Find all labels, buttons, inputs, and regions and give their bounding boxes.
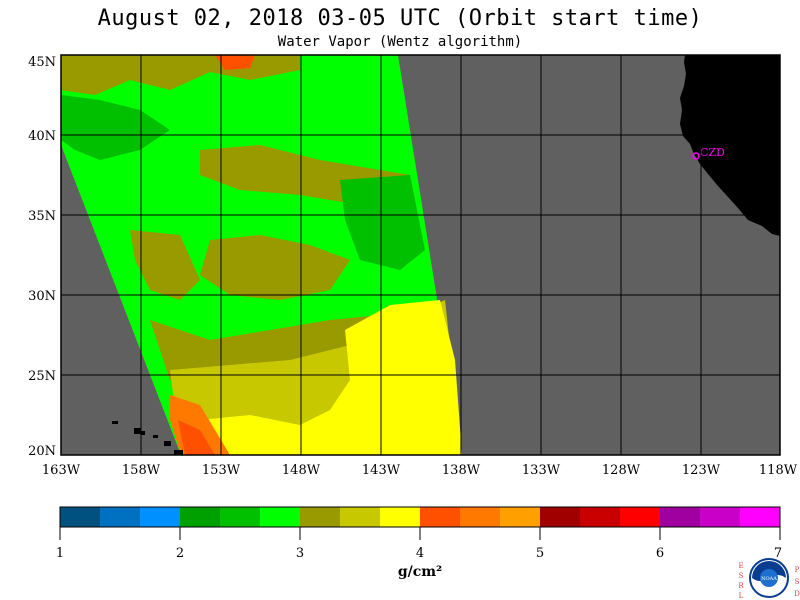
lon-label-163w: 163W <box>42 463 81 478</box>
lat-label-35n: 35N <box>28 209 56 224</box>
logo-left-letter-r: R <box>738 582 744 590</box>
colorbar-tick-1: 1 <box>56 546 64 561</box>
colorbar-swatch-9 <box>380 507 421 527</box>
colorbar-swatch-14 <box>580 507 621 527</box>
latitude-labels: 45N 40N 35N 30N 25N 20N <box>28 55 56 459</box>
lon-label-158w: 158W <box>122 463 161 478</box>
lat-label-20n: 20N <box>28 444 56 459</box>
colorbar-swatches <box>60 507 781 527</box>
hawaiian-islands <box>112 421 183 455</box>
swath-band-dark-green <box>61 95 170 160</box>
longitude-labels: 163W 158W 153W 148W 143W 138W 133W 128W … <box>42 463 798 478</box>
station-marker-icon <box>692 152 700 160</box>
colorbar-tick-6: 6 <box>656 546 664 561</box>
lon-label-133w: 133W <box>522 463 561 478</box>
colorbar-tick-4: 4 <box>416 546 424 561</box>
colorbar-tick-labels: 1 2 3 4 5 6 7 <box>56 546 782 561</box>
colorbar-swatch-1 <box>60 507 101 527</box>
swath-band-yellow-southwest <box>200 415 300 455</box>
map-frame <box>60 54 781 456</box>
lon-label-143w: 143W <box>362 463 401 478</box>
colorbar-swatch-18 <box>740 507 781 527</box>
colorbar-tick-5: 5 <box>536 546 544 561</box>
logo-left-letter-e: E <box>738 562 743 570</box>
lat-label-25n: 25N <box>28 369 56 384</box>
colorbar-swatch-2 <box>100 507 141 527</box>
land-north-america <box>680 55 780 236</box>
colorbar-tick-7: 7 <box>774 546 782 561</box>
lon-label-128w: 128W <box>602 463 641 478</box>
colorbar-swatch-6 <box>260 507 301 527</box>
lon-label-118w: 118W <box>759 463 798 478</box>
station-label: CZD <box>700 146 725 159</box>
colorbar-swatch-8 <box>340 507 381 527</box>
swath-band-orange-patch <box>215 55 255 70</box>
lon-label-123w: 123W <box>682 463 721 478</box>
lat-label-40n: 40N <box>28 129 56 144</box>
colorbar-swatch-16 <box>660 507 701 527</box>
colorbar-swatch-12 <box>500 507 541 527</box>
page-subtitle: Water Vapor (Wentz algorithm) <box>277 34 523 50</box>
logo-right-letter-d: D <box>794 590 800 598</box>
colorbar-tick-2: 2 <box>176 546 184 561</box>
colorbar-unit: g/cm² <box>398 564 442 580</box>
colorbar-ticks <box>59 527 781 540</box>
colorbar-swatch-15 <box>620 507 661 527</box>
colorbar-swatch-13 <box>540 507 581 527</box>
noaa-emblem-text: NOAA <box>761 576 777 582</box>
colorbar-tick-3: 3 <box>296 546 304 561</box>
colorbar-swatch-7 <box>300 507 341 527</box>
lon-label-153w: 153W <box>202 463 241 478</box>
logo-right-letter-p: P <box>795 566 800 574</box>
page-title: August 02, 2018 03-05 UTC (Orbit start t… <box>97 6 703 31</box>
logo-right-letter-s: S <box>795 578 800 586</box>
lat-label-45n: 45N <box>28 55 56 70</box>
swath-band-yellow-south <box>290 300 462 455</box>
logo-left-letter-s: S <box>739 572 744 580</box>
swath-band-dark-green-east <box>340 175 425 270</box>
map-grid <box>61 55 780 455</box>
colorbar-swatch-5 <box>220 507 261 527</box>
colorbar-swatch-3 <box>140 507 181 527</box>
colorbar-swatch-10 <box>420 507 461 527</box>
swath-band-red-orange <box>178 420 215 455</box>
lon-label-148w: 148W <box>282 463 321 478</box>
colorbar-swatch-11 <box>460 507 501 527</box>
lat-label-30n: 30N <box>28 289 56 304</box>
lon-label-138w: 138W <box>442 463 481 478</box>
colorbar-swatch-17 <box>700 507 741 527</box>
noaa-logo: E S R L P S D NOAA <box>738 558 800 600</box>
colorbar-swatch-4 <box>180 507 221 527</box>
swath-band-olive-west <box>130 230 200 300</box>
swath-band-olive-center <box>200 235 350 300</box>
noaa-emblem-center <box>760 569 778 587</box>
logo-left-letter-l: L <box>739 592 744 600</box>
satellite-swath <box>61 55 462 455</box>
